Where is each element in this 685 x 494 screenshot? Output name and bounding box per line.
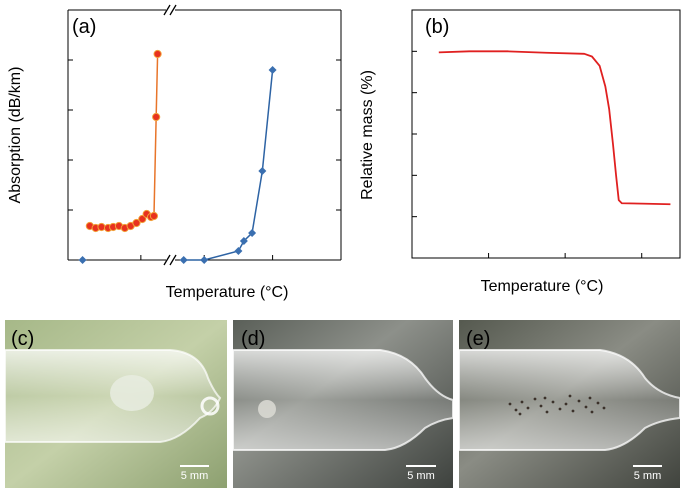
photo-e-residue-speck: [520, 400, 524, 404]
photo-e-residue-speck: [584, 405, 588, 409]
photo-e-residue-speck: [596, 401, 600, 405]
chart-a-series-2-point: [268, 66, 277, 74]
photo-e-residue-speck: [602, 406, 606, 410]
chart-a-xlabel: Temperature (°C): [166, 284, 289, 301]
chart-b-ylabel: Relative mass (%): [359, 70, 376, 200]
chart-a-series-1-line: [89, 53, 159, 229]
photo-e-residue-speck: [551, 400, 555, 404]
photo-e-residue-speck: [564, 402, 568, 406]
photo-e-scale-text: 5 mm: [634, 470, 662, 482]
chart-b: (b) Temperature (°C) Relative mass (%): [359, 9, 681, 295]
photo-e-glass-tube: [458, 349, 681, 451]
photo-e-residue-speck: [577, 399, 581, 403]
photo-c-label: (c): [11, 328, 34, 350]
chart-b-plot: [438, 50, 671, 206]
photo-e-residue-speck: [588, 396, 592, 400]
chart-a-series-2-point: [258, 167, 267, 175]
photo-c-scale-text: 5 mm: [181, 470, 209, 482]
photo-c: (c) 5 mm: [4, 320, 227, 488]
chart-a-series-1-point: [97, 222, 106, 232]
chart-a-series-1-point: [138, 214, 147, 224]
chart-a-series-2-point: [239, 237, 248, 245]
chart-b-panel-label: (b): [425, 16, 449, 38]
photo-c-tip: [200, 396, 220, 416]
chart-b-frame: [411, 9, 681, 259]
chart-a-axis-break-mark: [169, 254, 177, 266]
chart-a-axis-break-mark: [163, 254, 171, 266]
photo-e-residue-speck: [543, 396, 547, 400]
chart-a-plot: [78, 49, 277, 264]
chart-b-series-1-line: [438, 50, 671, 206]
chart-a-series-2-line: [183, 69, 274, 261]
photo-e-residue: [508, 394, 606, 416]
photo-e-residue-speck: [508, 402, 512, 406]
chart-a-series-1-point: [153, 49, 162, 59]
photo-e-residue-speck: [526, 406, 530, 410]
photo-e-residue-speck: [545, 410, 549, 414]
chart-a-series-1-point: [152, 112, 161, 122]
chart-b-xlabel: Temperature (°C): [481, 278, 604, 295]
chart-a-panel-label: (a): [72, 16, 96, 38]
photo-d-sample: [258, 400, 276, 418]
photo-e-residue-speck: [571, 409, 575, 413]
photo-d-scale-text: 5 mm: [407, 470, 435, 482]
chart-a-axis-break-mark: [163, 4, 171, 16]
chart-a-series-2-point: [248, 229, 257, 237]
photo-d: (d) 5 mm: [232, 320, 454, 488]
chart-a: (a) Temperature (°C) Absorption (dB/km): [7, 4, 342, 301]
chart-a-series-1-point: [132, 218, 141, 228]
photo-e: (e) 5 mm: [458, 320, 681, 488]
photo-e-residue-speck: [558, 407, 562, 411]
chart-a-series-1-point: [149, 211, 159, 221]
photo-e-residue-speck: [514, 408, 518, 412]
chart-b-axes: [411, 9, 681, 259]
photo-e-residue-speck: [590, 410, 594, 414]
photo-e-residue-speck: [533, 397, 537, 401]
photo-c-sample: [110, 375, 154, 411]
chart-a-axis-break-mark: [169, 4, 177, 16]
photo-d-label: (d): [241, 328, 265, 350]
chart-a-series-2-point: [234, 247, 243, 255]
photo-e-residue-speck: [518, 412, 522, 416]
photo-e-label: (e): [466, 328, 490, 350]
photo-e-residue-speck: [539, 404, 543, 408]
chart-a-series-2-point: [200, 256, 209, 264]
chart-a-ylabel: Absorption (dB/km): [7, 67, 24, 204]
photo-e-residue-speck: [568, 394, 572, 398]
chart-a-series-2-point: [179, 256, 188, 264]
chart-a-series-2-point: [78, 256, 87, 264]
photo-d-glass-tube: [232, 349, 454, 451]
